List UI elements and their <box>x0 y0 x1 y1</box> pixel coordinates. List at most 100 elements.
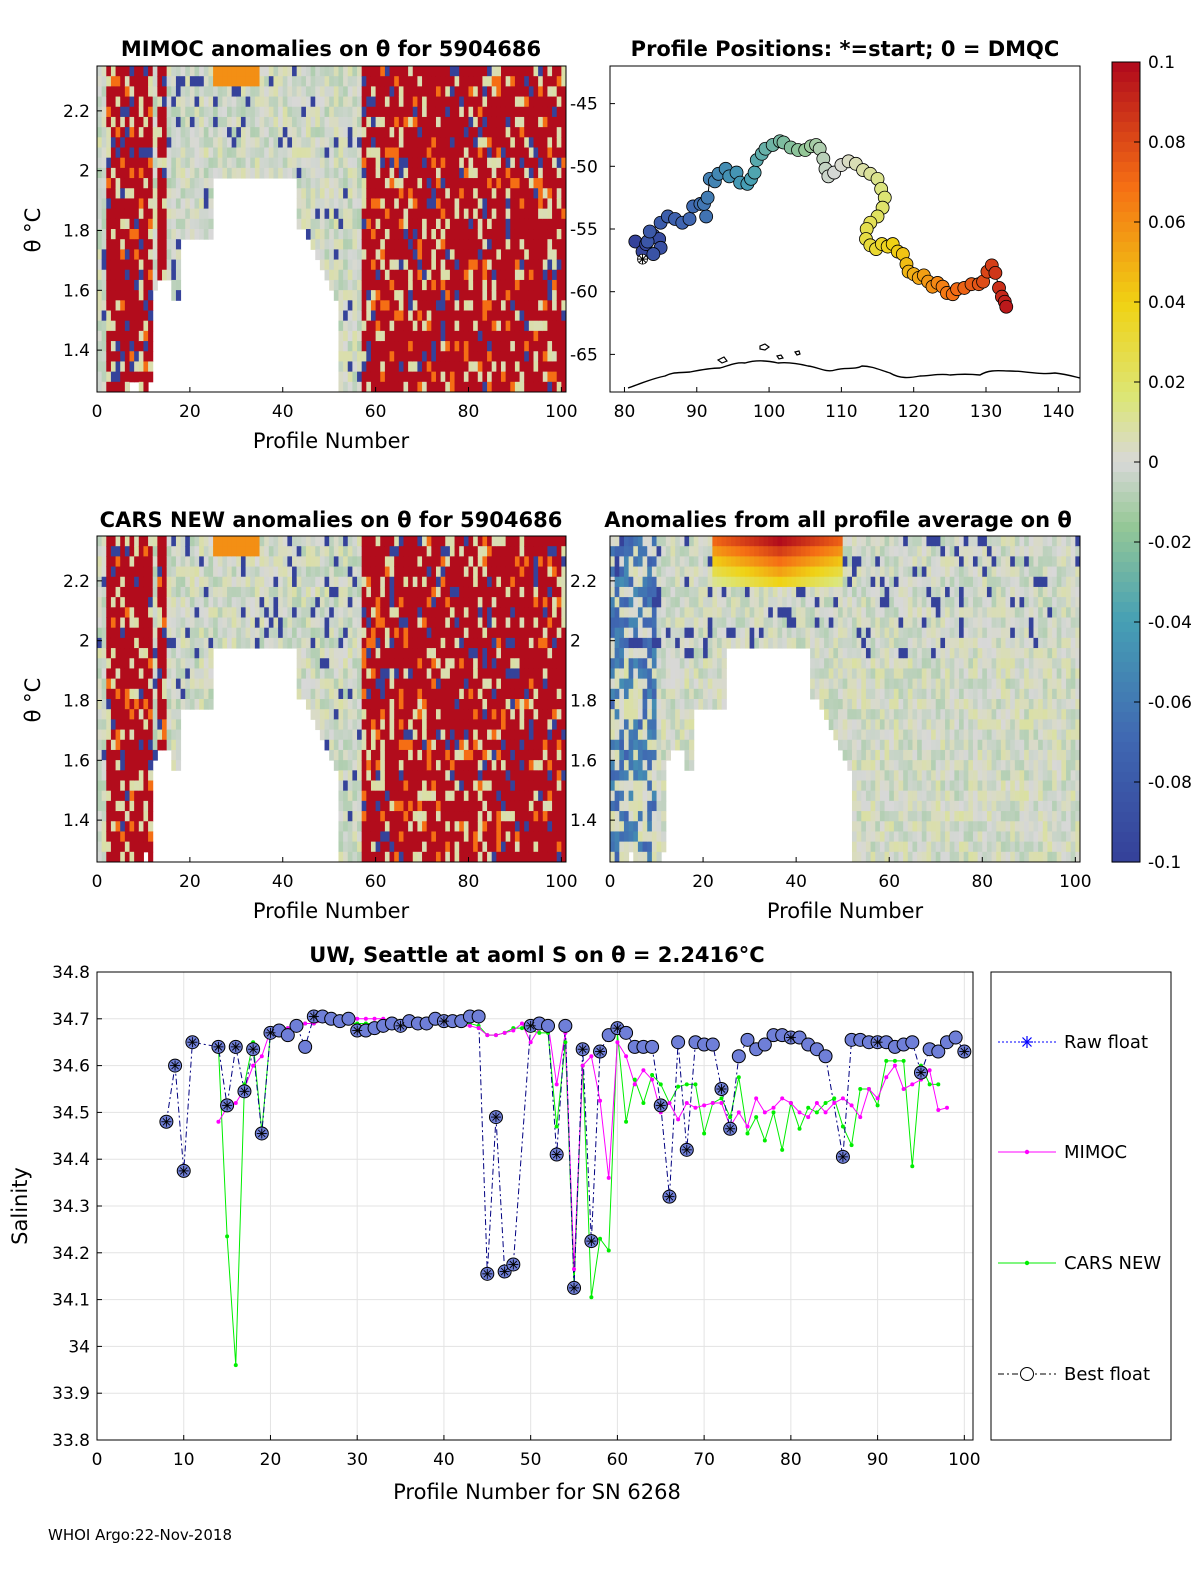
heatmap-cell <box>338 208 344 220</box>
colorbar-segment <box>1112 502 1140 513</box>
coastline-islands <box>716 343 801 364</box>
heatmap-cell <box>143 546 149 557</box>
heatmap-cell <box>273 536 279 547</box>
heatmap-cell <box>463 851 469 862</box>
heatmap-cell <box>398 811 404 822</box>
heatmap-cell <box>101 361 107 373</box>
heatmap-cell <box>138 239 144 250</box>
heatmap-cell <box>454 800 460 812</box>
heatmap-cell <box>292 546 298 557</box>
heatmap-cell <box>380 106 386 118</box>
heatmap-cell <box>185 198 191 210</box>
heatmap-cell <box>510 269 516 281</box>
heatmap-cell <box>180 668 186 680</box>
heatmap-cell <box>273 157 279 169</box>
heatmap-cell <box>194 116 200 128</box>
heatmap-cell <box>134 310 140 322</box>
heatmap-cell <box>408 320 414 332</box>
heatmap-cell <box>110 76 117 87</box>
heatmap-cell <box>115 658 121 669</box>
heatmap-cell <box>496 607 502 618</box>
heatmap-cell <box>361 536 367 547</box>
heatmap-cell <box>468 699 474 710</box>
heatmap-cell <box>329 279 335 291</box>
colorbar-segment <box>1112 352 1140 363</box>
heatmap-cell <box>97 351 103 362</box>
heatmap-cell <box>319 658 326 669</box>
heatmap-cell <box>449 739 456 751</box>
heatmap-cell <box>398 586 404 598</box>
heatmap-cell <box>408 821 414 832</box>
positions-panel: Profile Positions: *=start; 0 = DMQC 80 9… <box>570 37 1081 422</box>
heatmap-cell <box>477 178 483 189</box>
colorbar-segment <box>1112 732 1140 743</box>
heatmap-cell <box>422 300 428 311</box>
colorbar-segment <box>1112 602 1140 613</box>
heatmap-cell <box>259 607 265 618</box>
heatmap-cell <box>97 739 103 751</box>
heatmap-cell <box>398 310 404 322</box>
heatmap-cell <box>487 178 493 189</box>
heatmap-cell <box>482 239 488 250</box>
heatmap-cell <box>431 800 437 812</box>
heatmap-cell <box>463 586 469 598</box>
heatmap-cell <box>329 556 335 568</box>
heatmap-cell <box>473 341 479 352</box>
heatmap-cell <box>152 556 158 568</box>
heatmap-cell <box>389 800 395 812</box>
heatmap-cell <box>115 341 121 352</box>
heatmap-cell <box>514 137 521 148</box>
heatmap-cell <box>380 648 386 659</box>
heatmap-cell <box>315 699 321 710</box>
heatmap-cell <box>449 300 456 311</box>
heatmap-cell <box>278 566 284 578</box>
heatmap-cell <box>110 351 117 362</box>
heatmap-cell <box>403 709 409 720</box>
heatmap-cell <box>194 229 200 240</box>
heatmap-cell <box>473 576 479 588</box>
heatmap-cell <box>394 310 400 322</box>
heatmap-cell <box>394 851 400 862</box>
heatmap-cell <box>556 229 562 240</box>
heatmap-cell <box>110 780 117 792</box>
heatmap-cell <box>440 658 446 669</box>
heatmap-cell <box>134 770 140 781</box>
heatmap-cell <box>148 790 154 802</box>
heatmap-cell <box>315 249 321 261</box>
heatmap-cell <box>292 76 298 87</box>
heatmap-cell <box>236 576 242 588</box>
heatmap-cell <box>445 361 451 373</box>
heatmap-cell <box>120 188 126 199</box>
heatmap-cell <box>148 780 154 792</box>
heatmap-cell <box>189 556 196 568</box>
heatmap-cell <box>152 658 158 669</box>
heatmap-cell <box>208 198 214 210</box>
heatmap-cell <box>403 576 409 588</box>
heatmap-cell <box>124 576 131 588</box>
heatmap-cell <box>398 361 404 373</box>
heatmap-cell <box>143 678 149 690</box>
heatmap-cell <box>110 218 117 230</box>
colorbar-segment <box>1112 392 1140 403</box>
heatmap-cell <box>375 729 381 741</box>
heatmap-cell <box>519 116 525 128</box>
heatmap-cell <box>533 106 539 118</box>
heatmap-cell <box>171 749 177 761</box>
heatmap-cell <box>310 167 316 179</box>
heatmap-cell <box>166 729 172 741</box>
heatmap-cell <box>124 566 131 578</box>
heatmap-cell <box>426 617 432 629</box>
heatmap-cell <box>273 127 279 138</box>
heatmap-cell <box>426 76 432 87</box>
heatmap-cell <box>473 300 479 311</box>
heatmap-cell <box>440 576 446 588</box>
heatmap-cell <box>519 330 525 342</box>
heatmap-cell <box>412 617 418 629</box>
heatmap-cell <box>148 259 154 271</box>
heatmap-cell <box>468 381 474 392</box>
heatmap-cell <box>375 239 381 250</box>
heatmap-cell <box>138 790 144 802</box>
heatmap-cell <box>278 86 284 98</box>
heatmap-cell <box>343 627 349 639</box>
heatmap-cell <box>366 198 372 210</box>
